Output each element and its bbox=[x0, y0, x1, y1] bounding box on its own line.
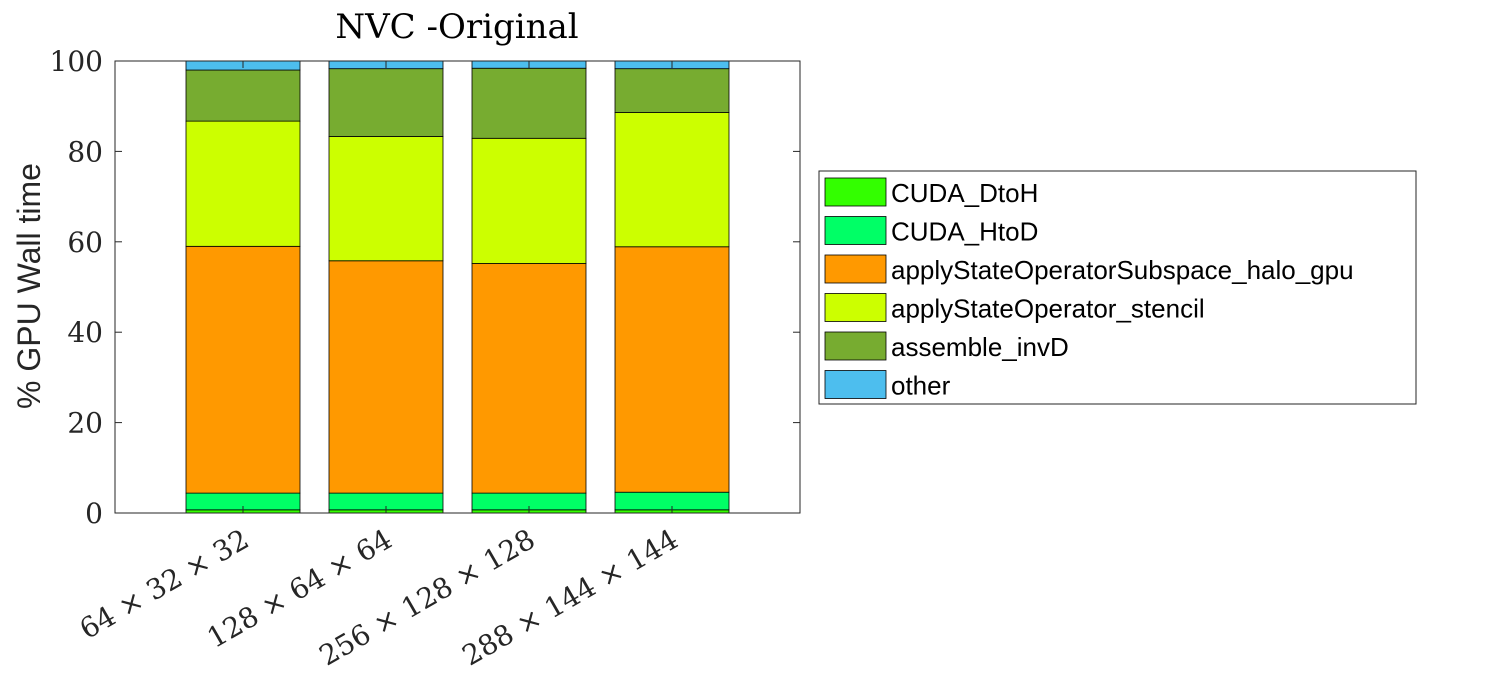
bar-segment-assemble-invd-2 bbox=[328, 68, 444, 137]
bar-segment-applystateoperator-stencil-3 bbox=[471, 137, 587, 264]
y-tick-label: 0 bbox=[85, 497, 103, 530]
plot-area-frame bbox=[114, 60, 801, 514]
legend-swatch-cuda-dtoh bbox=[824, 177, 887, 207]
bar-segment-applystateoperator-stencil-2 bbox=[328, 136, 444, 262]
legend-label-cuda-dtoh: CUDA_DtoH bbox=[891, 178, 1038, 208]
legend-label-applystateoperator-stencil: applyStateOperator_stencil bbox=[891, 294, 1205, 324]
legend-swatch-applystateoperator-stencil bbox=[824, 293, 887, 322]
legend-label-cuda-htod: CUDA_HtoD bbox=[891, 217, 1038, 247]
legend-label-other: other bbox=[891, 371, 951, 401]
y-tick-label: 80 bbox=[67, 135, 103, 168]
legend-swatch-cuda-htod bbox=[824, 216, 887, 245]
y-tick-label: 60 bbox=[67, 226, 103, 259]
legend: CUDA_DtoH CUDA_HtoD applyStateOperatorSubs… bbox=[818, 170, 1417, 405]
legend-box bbox=[818, 170, 1417, 405]
y-tick-label: 40 bbox=[67, 316, 103, 349]
bar-segment-applystateoperatorsubspace-halo-gpu-2 bbox=[328, 260, 444, 494]
legend-label-applystateoperatorsubspace-halo-gpu: applyStateOperatorSubspace_halo_gpu bbox=[891, 255, 1354, 285]
bar-segment-applystateoperatorsubspace-halo-gpu-1 bbox=[185, 245, 301, 494]
bar-segment-assemble-invd-1 bbox=[185, 69, 301, 122]
y-axis: 0 20 40 60 80 100 bbox=[50, 45, 800, 530]
y-tick-label: 100 bbox=[50, 45, 103, 78]
y-tick-label: 20 bbox=[67, 407, 103, 440]
bar-segment-applystateoperatorsubspace-halo-gpu-3 bbox=[471, 263, 587, 494]
legend-swatch-applystateoperatorsubspace-halo-gpu bbox=[824, 254, 887, 284]
bar-segment-applystateoperator-stencil-4 bbox=[614, 112, 730, 248]
bar-segment-applystateoperatorsubspace-halo-gpu-4 bbox=[614, 246, 730, 493]
bar-segment-assemble-invd-4 bbox=[614, 68, 730, 113]
chart-title: NVC -Original bbox=[335, 7, 578, 47]
legend-swatch-assemble-invd bbox=[824, 331, 887, 361]
bar-segment-applystateoperator-stencil-1 bbox=[185, 120, 301, 247]
legend-label-assemble-invd: assemble_invD bbox=[891, 332, 1069, 362]
bars-layer bbox=[185, 60, 730, 514]
y-axis-label: % GPU Wall time bbox=[11, 163, 47, 409]
legend-swatch-other bbox=[824, 370, 887, 399]
bar-segment-assemble-invd-3 bbox=[471, 67, 587, 139]
